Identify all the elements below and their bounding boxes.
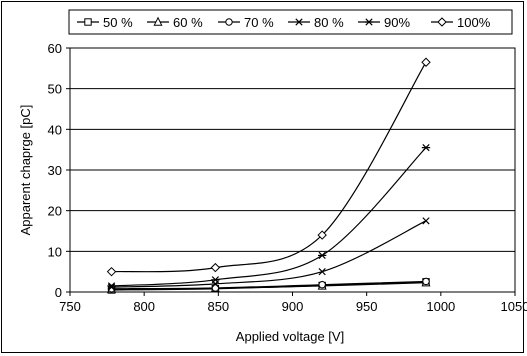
data-point-s2-p3 bbox=[422, 277, 430, 286]
series-lines bbox=[111, 61, 427, 291]
data-point-s2-p1 bbox=[211, 284, 220, 292]
gridlines bbox=[70, 88, 515, 252]
y-tick-label-20: 20 bbox=[48, 204, 62, 219]
y-tick-label-50: 50 bbox=[48, 82, 62, 97]
legend-entry-1: 60 % bbox=[147, 15, 203, 30]
y-tick-label-30: 30 bbox=[48, 163, 62, 178]
data-point-s4-p3 bbox=[421, 144, 431, 152]
legend-entry-2: 70 % bbox=[218, 15, 274, 30]
series-markers bbox=[106, 57, 431, 294]
legend-marker-4 bbox=[364, 18, 374, 26]
x-axis-ticks: 750 800 850 900 950 1000 1050 bbox=[59, 292, 527, 314]
legend-entry-0: 50 % bbox=[77, 15, 133, 30]
series-line-4 bbox=[111, 147, 427, 287]
y-tick-label-0: 0 bbox=[55, 285, 62, 300]
data-point-s3-p0 bbox=[107, 283, 116, 291]
x-tick-label-1000: 1000 bbox=[426, 299, 455, 314]
x-axis-title: Applied voltage [V] bbox=[236, 329, 344, 344]
legend-marker-5 bbox=[437, 17, 447, 27]
legend-label-3: 80 % bbox=[314, 15, 344, 30]
legend-marker-2 bbox=[225, 18, 233, 26]
legend-marker-0 bbox=[84, 18, 92, 26]
x-tick-label-950: 950 bbox=[356, 299, 378, 314]
legend-entry-3: 80 % bbox=[288, 15, 344, 30]
legend-label-1: 60 % bbox=[173, 15, 203, 30]
legend-label-4: 90% bbox=[384, 15, 410, 30]
y-axis-ticks: 0 10 20 30 40 50 60 bbox=[48, 41, 70, 300]
data-point-s3-p2 bbox=[318, 268, 326, 276]
x-tick-label-750: 750 bbox=[59, 299, 81, 314]
legend-label-0: 50 % bbox=[103, 15, 133, 30]
y-axis-title: Apparent chaprge [pC] bbox=[18, 105, 33, 236]
x-tick-label-900: 900 bbox=[282, 299, 304, 314]
legend: 50 % 60 % 70 % 80 % 90% 100% bbox=[68, 9, 513, 35]
legend-marker-3 bbox=[295, 18, 303, 26]
legend-label-2: 70 % bbox=[244, 15, 274, 30]
data-point-s5-p0 bbox=[106, 266, 117, 277]
data-point-s5-p2 bbox=[317, 230, 327, 240]
legend-label-5: 100% bbox=[457, 15, 491, 30]
data-point-s2-p2 bbox=[318, 280, 326, 289]
y-tick-label-40: 40 bbox=[48, 122, 62, 137]
legend-marker-1 bbox=[153, 16, 163, 26]
series-line-2 bbox=[111, 280, 427, 290]
data-point-s3-p3 bbox=[422, 217, 430, 225]
legend-entry-5: 100% bbox=[431, 15, 491, 30]
x-tick-label-800: 800 bbox=[133, 299, 155, 314]
series-line-3 bbox=[111, 220, 427, 288]
series-line-5 bbox=[111, 61, 427, 273]
data-point-s4-p2 bbox=[317, 251, 327, 260]
data-point-s5-p3 bbox=[421, 57, 431, 67]
y-tick-label-60: 60 bbox=[48, 41, 62, 56]
data-point-s4-p0 bbox=[107, 282, 116, 290]
x-tick-label-850: 850 bbox=[207, 299, 229, 314]
y-tick-label-10: 10 bbox=[48, 244, 62, 259]
legend-entry-4: 90% bbox=[358, 15, 410, 30]
x-tick-label-1050: 1050 bbox=[501, 299, 527, 314]
data-point-s4-p1 bbox=[211, 276, 220, 284]
data-point-s5-p1 bbox=[210, 262, 221, 273]
